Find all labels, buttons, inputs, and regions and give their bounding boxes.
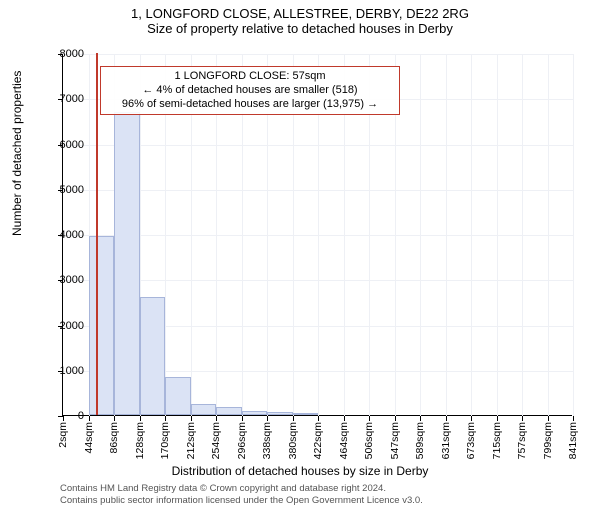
gridline-v <box>573 54 574 416</box>
ytick-label: 5000 <box>34 184 84 196</box>
gridline-v <box>420 54 421 416</box>
footer-line1: Contains HM Land Registry data © Crown c… <box>60 483 423 494</box>
xtick-label: 631sqm <box>440 422 452 459</box>
property-annotation-box: 1 LONGFORD CLOSE: 57sqm ← 4% of detached… <box>100 66 400 115</box>
xtick-label: 254sqm <box>210 422 222 459</box>
xtick-label: 86sqm <box>108 422 120 454</box>
xtick-mark <box>497 416 498 421</box>
xtick-label: 212sqm <box>185 422 197 459</box>
xtick-label: 506sqm <box>363 422 375 459</box>
xtick-label: 2sqm <box>57 422 69 448</box>
property-marker-line <box>96 53 98 415</box>
ytick-label: 2000 <box>34 320 84 332</box>
xtick-mark <box>242 416 243 421</box>
gridline-v <box>548 54 549 416</box>
annotation-line2: ← 4% of detached houses are smaller (518… <box>107 84 393 98</box>
xtick-mark <box>216 416 217 421</box>
xtick-mark <box>318 416 319 421</box>
histogram-bar <box>89 236 115 415</box>
histogram-bar <box>140 297 166 415</box>
histogram-bar <box>114 112 140 415</box>
gridline-v <box>446 54 447 416</box>
xtick-label: 380sqm <box>287 422 299 459</box>
xtick-mark <box>369 416 370 421</box>
xtick-mark <box>522 416 523 421</box>
annotation-line1: 1 LONGFORD CLOSE: 57sqm <box>107 70 393 84</box>
xtick-mark <box>191 416 192 421</box>
y-axis-label: Number of detached properties <box>10 71 24 236</box>
xtick-mark <box>89 416 90 421</box>
gridline-v <box>497 54 498 416</box>
xtick-label: 715sqm <box>491 422 503 459</box>
xtick-label: 799sqm <box>542 422 554 459</box>
xtick-mark <box>293 416 294 421</box>
chart-title-sub: Size of property relative to detached ho… <box>0 21 600 36</box>
ytick-label: 6000 <box>34 139 84 151</box>
xtick-label: 464sqm <box>338 422 350 459</box>
footer-line2: Contains public sector information licen… <box>60 495 423 506</box>
histogram-bar <box>242 411 268 415</box>
ytick-label: 0 <box>34 410 84 422</box>
ytick-label: 3000 <box>34 274 84 286</box>
xtick-mark <box>165 416 166 421</box>
xtick-mark <box>267 416 268 421</box>
ytick-label: 7000 <box>34 93 84 105</box>
xtick-label: 547sqm <box>389 422 401 459</box>
xtick-mark <box>395 416 396 421</box>
histogram-bar <box>191 404 217 415</box>
gridline-v <box>522 54 523 416</box>
xtick-mark <box>114 416 115 421</box>
xtick-mark <box>344 416 345 421</box>
xtick-label: 757sqm <box>516 422 528 459</box>
xtick-label: 589sqm <box>414 422 426 459</box>
chart-title-main: 1, LONGFORD CLOSE, ALLESTREE, DERBY, DE2… <box>0 6 600 21</box>
xtick-mark <box>471 416 472 421</box>
xtick-mark <box>420 416 421 421</box>
footer-attribution: Contains HM Land Registry data © Crown c… <box>60 483 423 506</box>
xtick-mark <box>140 416 141 421</box>
x-axis-label: Distribution of detached houses by size … <box>0 464 600 478</box>
xtick-label: 44sqm <box>83 422 95 454</box>
xtick-label: 422sqm <box>312 422 324 459</box>
xtick-label: 296sqm <box>236 422 248 459</box>
xtick-label: 170sqm <box>159 422 171 459</box>
ytick-label: 4000 <box>34 229 84 241</box>
histogram-bar <box>216 407 242 415</box>
histogram-bar <box>293 413 319 415</box>
histogram-bar <box>267 412 293 415</box>
histogram-bar <box>165 377 191 415</box>
xtick-mark <box>548 416 549 421</box>
xtick-label: 673sqm <box>465 422 477 459</box>
xtick-mark <box>573 416 574 421</box>
xtick-mark <box>446 416 447 421</box>
gridline-v <box>471 54 472 416</box>
xtick-label: 841sqm <box>567 422 579 459</box>
xtick-label: 128sqm <box>134 422 146 459</box>
ytick-label: 8000 <box>34 48 84 60</box>
xtick-label: 338sqm <box>261 422 273 459</box>
annotation-line3: 96% of semi-detached houses are larger (… <box>107 98 393 112</box>
ytick-label: 1000 <box>34 365 84 377</box>
